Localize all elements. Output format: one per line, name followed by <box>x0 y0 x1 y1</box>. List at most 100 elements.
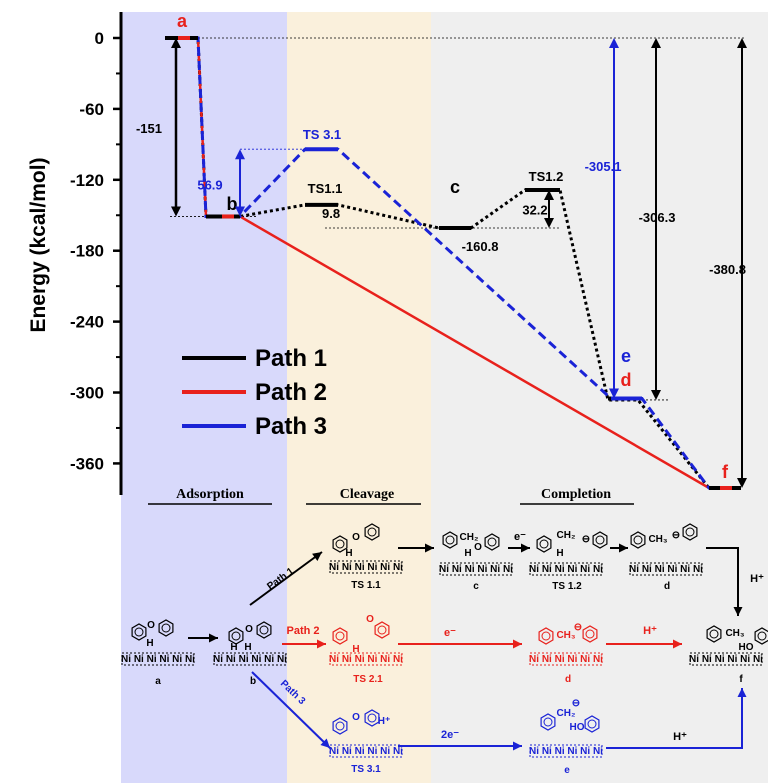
ni-surface <box>329 744 403 758</box>
ni-surface <box>329 560 403 574</box>
surface-label: Ni Ni Ni Ni Ni Ni <box>439 564 513 575</box>
y-tick-label: 0 <box>95 29 104 48</box>
fragment-label: CH₂ <box>460 532 479 543</box>
delta-label: -305.1 <box>585 159 622 174</box>
ni-surface <box>329 652 403 666</box>
fragment-label: H <box>146 638 153 649</box>
completion-band <box>431 12 768 783</box>
benzene-ring <box>592 531 608 549</box>
fragment-label: O <box>352 712 360 723</box>
arrowhead <box>317 639 326 649</box>
species-label-a: a <box>155 676 161 687</box>
arrow-head <box>651 389 661 400</box>
aromatic-circle <box>231 631 241 641</box>
aromatic-circle <box>377 625 387 635</box>
step-label-h1: H⁺ <box>750 573 764 585</box>
aromatic-circle <box>259 625 269 635</box>
state-label-c: c <box>450 177 460 197</box>
arrow-head <box>737 478 747 488</box>
aromatic-circle <box>367 527 377 537</box>
y-tick-label: -180 <box>70 242 104 261</box>
benzene-ring <box>332 717 348 735</box>
surface-label: Ni Ni Ni Ni Ni Ni <box>529 746 603 757</box>
aromatic-circle <box>335 721 345 731</box>
y-tick-label: -240 <box>70 313 104 332</box>
benzene-ring <box>682 523 698 541</box>
benzene-ring <box>158 619 174 637</box>
step-label-e3: 2e⁻ <box>441 729 459 741</box>
fragment-label: CH₂ <box>557 530 576 541</box>
aromatic-circle <box>595 535 605 545</box>
ts-label-ts31: TS 3.1 <box>303 127 341 142</box>
surface-label: Ni Ni Ni Ni Ni Ni <box>329 562 403 573</box>
benzene-ring <box>364 709 380 727</box>
y-tick-label: -360 <box>70 454 104 473</box>
aromatic-circle <box>685 527 695 537</box>
fragment-label: H <box>464 548 471 559</box>
benzene-ring <box>131 623 147 641</box>
species-label-c: c <box>473 581 479 592</box>
species-label-d2: d <box>565 674 571 685</box>
arrow-head <box>609 388 619 399</box>
aromatic-circle <box>585 629 595 639</box>
aromatic-circle <box>541 631 551 641</box>
state-label-f: f <box>722 462 729 482</box>
aromatic-circle <box>539 539 549 549</box>
benzene-ring <box>484 533 500 551</box>
benzene-ring <box>374 621 390 639</box>
delta-label: -380.8 <box>709 262 746 277</box>
surface-label: Ni Ni Ni Ni Ni Ni <box>121 654 195 665</box>
species-label-f: f <box>739 674 743 685</box>
aromatic-circle <box>134 627 144 637</box>
benzene-ring <box>754 627 768 645</box>
y-tick-label: -300 <box>70 384 104 403</box>
fragment-label: ⊖ <box>582 534 590 545</box>
benzene-ring <box>536 535 552 553</box>
delta-label: -306.3 <box>639 210 676 225</box>
species-label-ts21: TS 2.1 <box>353 674 383 685</box>
phase-cleavage: Cleavage <box>340 487 394 502</box>
aromatic-circle <box>709 629 719 639</box>
arrow-head <box>651 38 661 48</box>
arrowhead <box>513 639 522 649</box>
aromatic-circle <box>367 713 377 723</box>
fragment-label: O <box>366 614 374 625</box>
fragment-label: ⊖ <box>672 530 680 541</box>
legend-path1: Path 1 <box>255 345 327 372</box>
arrowhead <box>320 738 330 748</box>
ni-surface <box>529 562 603 576</box>
aromatic-circle <box>633 535 643 545</box>
benzene-ring <box>442 531 458 549</box>
state-label-e: e <box>621 346 631 366</box>
step-label-e1: e⁻ <box>514 531 526 543</box>
benzene-ring <box>706 625 722 643</box>
surface-label: Ni Ni Ni Ni Ni Ni <box>529 654 603 665</box>
y-axis-label: Energy (kcal/mol) <box>27 157 50 332</box>
surface-label: Ni Ni Ni Ni Ni Ni <box>529 564 603 575</box>
arrow-head <box>171 206 181 217</box>
arrow-head <box>609 38 619 48</box>
step-label-h2: H⁺ <box>643 625 657 637</box>
aromatic-circle <box>335 539 345 549</box>
adsorption-band <box>121 12 287 783</box>
benzene-ring <box>582 625 598 643</box>
aromatic-circle <box>487 537 497 547</box>
fragment-label: H <box>230 642 237 653</box>
state-label-a: a <box>177 11 188 31</box>
aromatic-circle <box>543 717 553 727</box>
surface-label: Ni Ni Ni Ni Ni Ni <box>689 654 763 665</box>
aromatic-circle <box>445 535 455 545</box>
delta-label: -160.8 <box>462 239 499 254</box>
ni-surface <box>213 652 287 666</box>
scheme-molecules: O H Ni Ni Ni Ni Ni Ni a O H H Ni Ni Ni Ni Ni Ni… <box>121 523 768 776</box>
ni-surface <box>629 562 703 576</box>
species-label-ts31: TS 3.1 <box>351 764 381 775</box>
fragment-label: HO <box>570 722 585 733</box>
delta-label: 9.8 <box>322 206 340 221</box>
ni-surface <box>529 744 603 758</box>
benzene-ring <box>332 535 348 553</box>
aromatic-circle <box>335 631 345 641</box>
arrowhead <box>513 741 522 751</box>
benzene-ring <box>364 523 380 541</box>
